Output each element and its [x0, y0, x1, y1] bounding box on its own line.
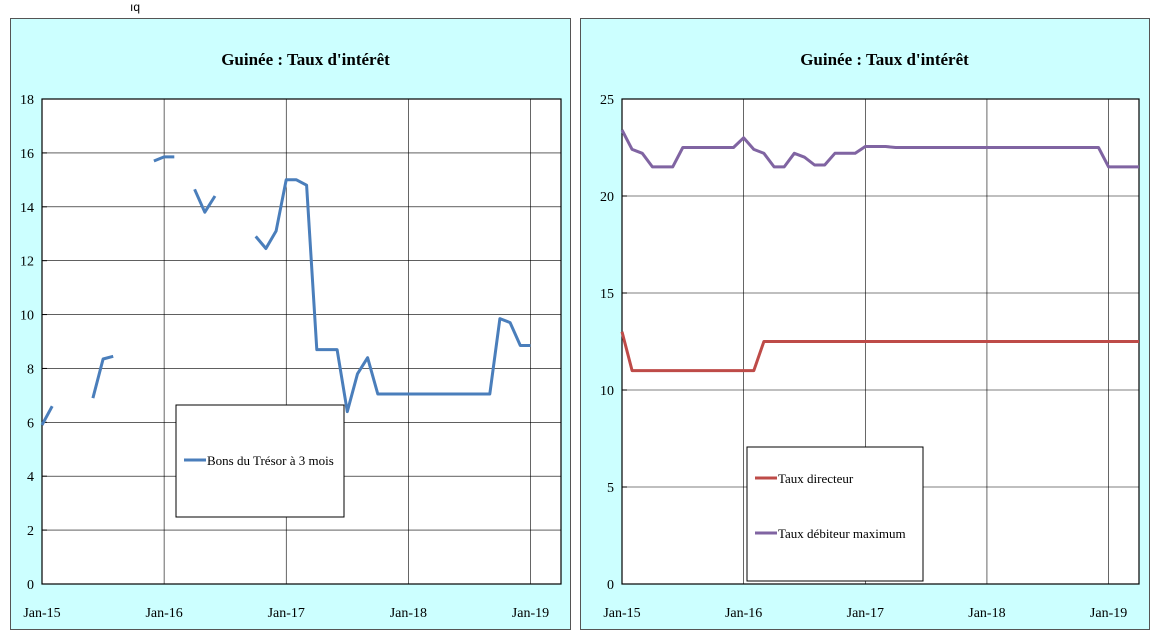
x-tick-label: Jan-17 [268, 606, 305, 621]
legend-box [746, 446, 924, 582]
y-tick-label: 25 [600, 93, 614, 108]
y-tick-label: 10 [600, 384, 614, 399]
legend-label: Taux directeur [778, 471, 854, 486]
y-tick-label: 2 [27, 524, 34, 539]
y-tick-label: 4 [27, 470, 34, 485]
x-tick-label: Jan-19 [1090, 606, 1127, 621]
legend-label: Bons du Trésor à 3 mois [207, 453, 334, 468]
series-line [153, 155, 175, 163]
x-tick-label: Jan-18 [968, 606, 1005, 621]
x-tick-label: Jan-16 [145, 606, 182, 621]
series-line [91, 354, 114, 399]
top-fragment-label: ıq [130, 0, 141, 14]
y-tick-label: 5 [607, 481, 614, 496]
x-tick-label: Jan-15 [603, 606, 640, 621]
y-tick-label: 8 [27, 362, 34, 377]
y-tick-label: 12 [20, 255, 34, 270]
series-line [193, 188, 217, 214]
series-line [620, 331, 1139, 373]
x-tick-label: Jan-17 [847, 606, 884, 621]
x-tick-label: Jan-18 [390, 606, 427, 621]
chart-panel-right: Guinée : Taux d'intérêt 0 5 10 15 20 25 Jan-15 J… [580, 18, 1150, 630]
chart-title: Guinée : Taux d'intérêt [800, 50, 969, 69]
chart-left-svg: Guinée : Taux d'intérêt 0 2 4 6 8 10 12 14 16 18 Ja… [20, 50, 562, 621]
y-tick-label: 0 [607, 578, 614, 593]
legend-label: Taux débiteur maximum [778, 526, 906, 541]
chart-title: Guinée : Taux d'intérêt [221, 50, 390, 69]
x-tick-label: Jan-15 [23, 606, 60, 621]
y-tick-label: 6 [27, 416, 34, 431]
series-line [620, 129, 1139, 169]
y-tick-label: 16 [20, 147, 34, 162]
y-tick-label: 15 [600, 287, 614, 302]
y-tick-label: 14 [20, 201, 34, 216]
series-line [40, 405, 54, 426]
x-tick-label: Jan-19 [512, 606, 549, 621]
y-tick-label: 18 [20, 93, 34, 108]
series-line [254, 178, 531, 414]
chart-right-svg: Guinée : Taux d'intérêt 0 5 10 15 20 25 Jan-15 J… [600, 50, 1140, 621]
y-tick-label: 0 [27, 578, 34, 593]
y-tick-label: 20 [600, 190, 614, 205]
x-tick-label: Jan-16 [725, 606, 762, 621]
y-tick-label: 10 [20, 309, 34, 324]
chart-panel-left: Guinée : Taux d'intérêt 0 2 4 6 8 10 12 14 16 18 Ja… [10, 18, 571, 630]
